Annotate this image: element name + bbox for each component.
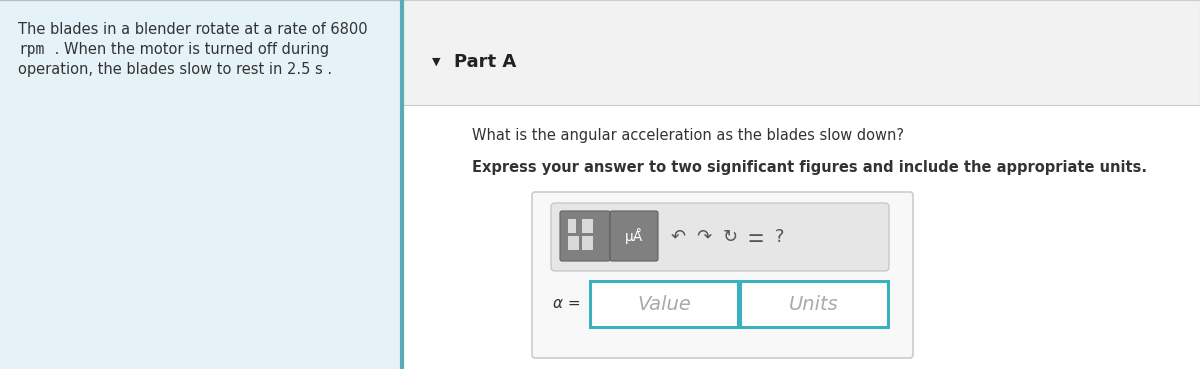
Text: ↷: ↷: [696, 228, 712, 246]
Text: Value: Value: [637, 294, 691, 314]
Text: ↻: ↻: [722, 228, 738, 246]
Text: ⚌: ⚌: [748, 228, 764, 246]
FancyBboxPatch shape: [740, 281, 888, 327]
FancyBboxPatch shape: [560, 211, 610, 261]
FancyBboxPatch shape: [610, 211, 658, 261]
Text: ↶: ↶: [671, 228, 685, 246]
FancyBboxPatch shape: [551, 203, 889, 271]
FancyBboxPatch shape: [0, 0, 402, 369]
Text: Express your answer to two significant figures and include the appropriate units: Express your answer to two significant f…: [472, 160, 1147, 175]
Text: μÅ: μÅ: [625, 228, 643, 244]
Text: The blades in a blender rotate at a rate of 6800: The blades in a blender rotate at a rate…: [18, 22, 367, 37]
FancyBboxPatch shape: [532, 192, 913, 358]
FancyBboxPatch shape: [402, 0, 1200, 105]
Text: . When the motor is turned off during: . When the motor is turned off during: [50, 42, 329, 57]
Text: ?: ?: [775, 228, 785, 246]
FancyBboxPatch shape: [582, 219, 593, 233]
FancyBboxPatch shape: [568, 219, 576, 233]
Text: What is the angular acceleration as the blades slow down?: What is the angular acceleration as the …: [472, 128, 904, 143]
Text: Units: Units: [790, 294, 839, 314]
FancyBboxPatch shape: [568, 236, 580, 250]
FancyBboxPatch shape: [582, 236, 593, 250]
Text: ▼: ▼: [432, 57, 440, 67]
Text: operation, the blades slow to rest in 2.5 s .: operation, the blades slow to rest in 2.…: [18, 62, 332, 77]
Text: Part A: Part A: [454, 53, 516, 71]
Text: α =: α =: [553, 297, 581, 311]
FancyBboxPatch shape: [590, 281, 738, 327]
Text: rpm: rpm: [18, 42, 44, 57]
